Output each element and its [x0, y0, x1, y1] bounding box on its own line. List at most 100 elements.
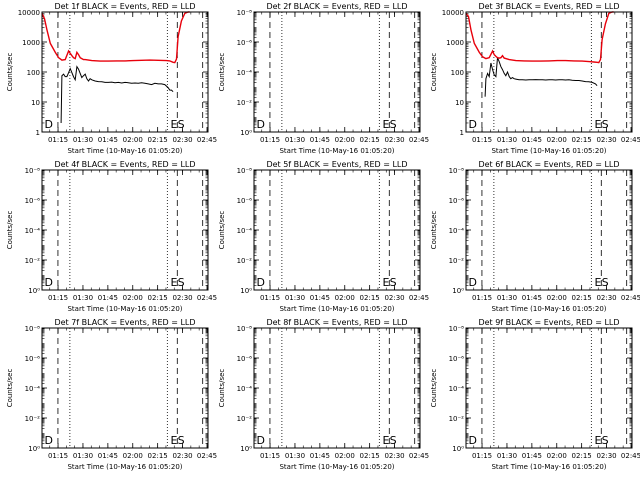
x-tick-label: 01:45: [522, 136, 542, 144]
marker-letter-e: E: [170, 118, 177, 131]
x-axis-label: Start Time (10-May-16 01:05:20): [491, 305, 606, 313]
panel-det-2f: Det 2f BLACK = Events, RED = LLD Counts/s…: [218, 2, 429, 155]
panel-det-8f: Det 8f BLACK = Events, RED = LLD Counts/s…: [218, 318, 429, 471]
y-tick-label: 10⁰: [452, 287, 464, 295]
marker-letter-d: D: [468, 434, 476, 447]
panel-det-5f: Det 5f BLACK = Events, RED = LLD Counts/s…: [218, 160, 429, 313]
x-tick-label: 01:15: [260, 452, 280, 460]
y-axis-label: Counts/sec: [6, 211, 14, 250]
y-tick-label: 10⁰: [240, 287, 252, 295]
x-tick-label: 02:30: [384, 294, 404, 302]
x-tick-label: 02:15: [572, 452, 592, 460]
panel-title: Det 7f BLACK = Events, RED = LLD: [54, 318, 195, 327]
series-line-red: [465, 11, 614, 64]
panel-title: Det 8f BLACK = Events, RED = LLD: [266, 318, 407, 327]
panel-det-3f: Det 3f BLACK = Events, RED = LLD Counts/s…: [430, 2, 640, 155]
x-tick-label: 02:00: [335, 136, 355, 144]
y-tick-label: 10⁻²: [237, 415, 253, 423]
x-tick-label: 01:15: [260, 294, 280, 302]
y-tick-label: 1: [36, 129, 40, 137]
marker-letter-e: E: [594, 276, 601, 289]
x-tick-label: 01:30: [497, 136, 517, 144]
marker-letter-s: S: [602, 276, 609, 289]
y-tick-label: 10⁻⁶: [237, 39, 253, 47]
x-tick-label: 01:45: [522, 294, 542, 302]
marker-letter-s: S: [178, 118, 185, 131]
x-axis-label: Start Time (10-May-16 01:05:20): [67, 463, 182, 471]
y-tick-label: 10⁻⁸: [25, 167, 41, 175]
x-tick-label: 01:45: [310, 136, 330, 144]
y-axis-label: Counts/sec: [430, 211, 438, 250]
marker-letter-s: S: [178, 276, 185, 289]
y-tick-label: 10000: [18, 9, 40, 17]
x-tick-label: 01:30: [73, 452, 93, 460]
x-tick-label: 02:45: [197, 294, 217, 302]
y-tick-label: 10: [455, 99, 464, 107]
y-tick-label: 10⁻²: [449, 257, 465, 265]
marker-letter-e: E: [594, 434, 601, 447]
x-tick-label: 01:30: [285, 294, 305, 302]
x-tick-label: 02:00: [547, 294, 567, 302]
plot-frame: [41, 11, 209, 133]
y-tick-label: 10⁻⁴: [25, 227, 41, 235]
y-tick-label: 10⁻⁸: [25, 325, 41, 333]
y-tick-label: 10⁻⁴: [237, 227, 253, 235]
x-tick-label: 02:45: [621, 136, 640, 144]
y-tick-label: 10⁻⁴: [237, 69, 253, 77]
y-axis-label: Counts/sec: [6, 53, 14, 92]
x-tick-label: 02:15: [360, 294, 380, 302]
x-tick-label: 02:00: [123, 452, 143, 460]
y-tick-label: 10⁻²: [25, 257, 41, 265]
y-tick-label: 10⁻⁸: [237, 9, 253, 17]
plot-frame: [41, 327, 209, 449]
marker-letter-d: D: [256, 118, 264, 131]
x-tick-label: 01:15: [48, 294, 68, 302]
x-tick-label: 02:00: [335, 294, 355, 302]
plot-frame: [253, 11, 421, 133]
y-axis-label: Counts/sec: [6, 369, 14, 408]
x-tick-label: 02:30: [384, 136, 404, 144]
y-tick-label: 10⁰: [240, 445, 252, 453]
panel-det-1f: Det 1f BLACK = Events, RED = LLD Counts/s…: [6, 2, 217, 155]
panel-det-6f: Det 6f BLACK = Events, RED = LLD Counts/s…: [430, 160, 640, 313]
x-tick-label: 02:45: [409, 136, 429, 144]
y-tick-label: 100: [27, 69, 40, 77]
y-tick-label: 10⁻⁶: [237, 197, 253, 205]
x-axis-label: Start Time (10-May-16 01:05:20): [279, 463, 394, 471]
plot-frame: [465, 11, 633, 133]
y-tick-label: 10⁰: [452, 445, 464, 453]
x-tick-label: 02:30: [596, 452, 616, 460]
x-tick-label: 02:15: [148, 294, 168, 302]
plot-frame: [41, 169, 209, 291]
x-tick-label: 02:15: [148, 136, 168, 144]
panel-det-4f: Det 4f BLACK = Events, RED = LLD Counts/s…: [6, 160, 217, 313]
marker-letter-s: S: [390, 118, 397, 131]
y-tick-label: 100: [451, 69, 464, 77]
x-tick-label: 01:45: [310, 294, 330, 302]
x-tick-label: 01:30: [497, 294, 517, 302]
x-tick-label: 01:30: [285, 136, 305, 144]
x-tick-label: 02:30: [172, 452, 192, 460]
x-axis-label: Start Time (10-May-16 01:05:20): [67, 305, 182, 313]
x-axis-label: Start Time (10-May-16 01:05:20): [491, 463, 606, 471]
series-line-red: [41, 11, 190, 64]
y-tick-label: 1000: [446, 39, 464, 47]
y-tick-label: 10⁻⁴: [25, 385, 41, 393]
x-tick-label: 02:45: [197, 136, 217, 144]
y-tick-label: 10⁻²: [237, 99, 253, 107]
x-tick-label: 02:15: [360, 452, 380, 460]
y-tick-label: 10⁻⁶: [449, 355, 465, 363]
x-tick-label: 02:45: [409, 452, 429, 460]
x-tick-label: 01:15: [472, 136, 492, 144]
x-tick-label: 01:30: [73, 136, 93, 144]
plot-frame: [253, 327, 421, 449]
y-tick-label: 1: [460, 129, 464, 137]
panel-title: Det 4f BLACK = Events, RED = LLD: [54, 160, 195, 169]
y-tick-label: 10⁻⁸: [237, 325, 253, 333]
x-tick-label: 02:00: [335, 452, 355, 460]
x-tick-label: 02:15: [148, 452, 168, 460]
y-tick-label: 10⁻⁶: [25, 355, 41, 363]
x-tick-label: 02:00: [123, 294, 143, 302]
y-tick-label: 10⁻⁴: [237, 385, 253, 393]
panel-title: Det 2f BLACK = Events, RED = LLD: [266, 2, 407, 11]
